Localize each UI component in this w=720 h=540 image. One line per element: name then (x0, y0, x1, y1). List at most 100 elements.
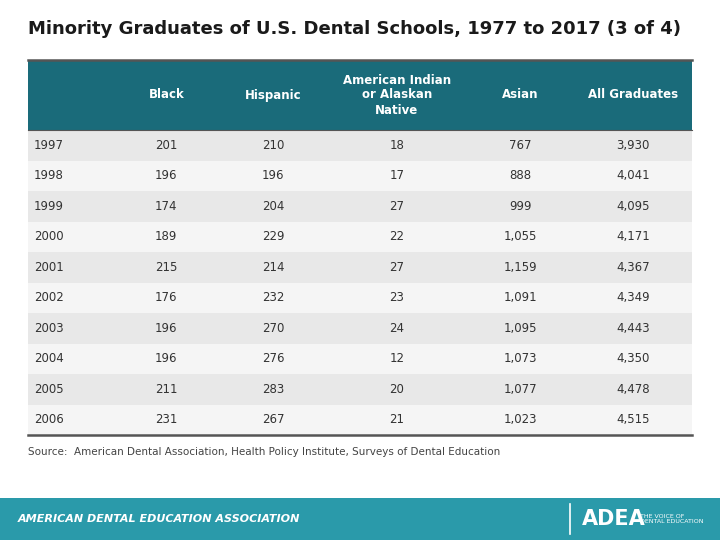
Text: 196: 196 (262, 169, 284, 183)
Text: 3,930: 3,930 (616, 139, 649, 152)
Text: 4,367: 4,367 (616, 261, 649, 274)
Text: 2005: 2005 (34, 383, 63, 396)
Bar (113, 282, 220, 313)
Text: 231: 231 (155, 413, 178, 426)
Bar (467, 282, 574, 313)
Bar (220, 191, 327, 221)
Text: 2004: 2004 (34, 352, 64, 365)
Text: 196: 196 (155, 322, 178, 335)
Text: 4,041: 4,041 (616, 169, 649, 183)
Bar (467, 130, 574, 160)
Bar (327, 282, 467, 313)
Bar (220, 160, 327, 191)
Text: 1999: 1999 (34, 200, 64, 213)
Text: 4,350: 4,350 (616, 352, 649, 365)
Text: American Indian
or Alaskan
Native: American Indian or Alaskan Native (343, 73, 451, 117)
Bar (574, 160, 692, 191)
Text: 21: 21 (390, 413, 405, 426)
Bar (574, 191, 692, 221)
Text: THE VOICE OF
DENTAL EDUCATION: THE VOICE OF DENTAL EDUCATION (640, 514, 703, 524)
Text: 1,023: 1,023 (504, 413, 537, 426)
Text: 888: 888 (510, 169, 531, 183)
Bar (220, 404, 327, 435)
Text: 18: 18 (390, 139, 405, 152)
Bar (113, 130, 220, 160)
Bar (574, 221, 692, 252)
Bar (0, 498, 720, 540)
Bar (327, 221, 467, 252)
Bar (28, 160, 113, 191)
Bar (113, 313, 220, 343)
Bar (113, 343, 220, 374)
Text: 1997: 1997 (34, 139, 64, 152)
Text: 24: 24 (390, 322, 405, 335)
Text: 4,349: 4,349 (616, 291, 649, 304)
Bar (327, 160, 467, 191)
Text: 214: 214 (262, 261, 284, 274)
Bar (28, 130, 113, 160)
Bar (113, 374, 220, 404)
Bar (327, 313, 467, 343)
Bar (327, 343, 467, 374)
Bar (467, 404, 574, 435)
Bar (574, 282, 692, 313)
Text: 174: 174 (155, 200, 178, 213)
Text: 201: 201 (155, 139, 178, 152)
Bar (220, 374, 327, 404)
Text: 2001: 2001 (34, 261, 64, 274)
Text: 210: 210 (262, 139, 284, 152)
Bar (574, 404, 692, 435)
Bar (574, 252, 692, 282)
Bar (467, 252, 574, 282)
Text: 17: 17 (390, 169, 405, 183)
Text: 1,095: 1,095 (504, 322, 537, 335)
Text: 1,077: 1,077 (504, 383, 537, 396)
Bar (220, 313, 327, 343)
Bar (113, 221, 220, 252)
Bar (28, 282, 113, 313)
Text: 2002: 2002 (34, 291, 64, 304)
Text: 27: 27 (390, 261, 405, 274)
Bar (574, 313, 692, 343)
Bar (467, 160, 574, 191)
Bar (113, 60, 220, 130)
Text: 204: 204 (262, 200, 284, 213)
Bar (574, 343, 692, 374)
Text: 4,095: 4,095 (616, 200, 649, 213)
Text: 12: 12 (390, 352, 405, 365)
Text: 229: 229 (262, 230, 284, 243)
Text: Source:  American Dental Association, Health Policy Institute, Surveys of Dental: Source: American Dental Association, Hea… (28, 447, 500, 457)
Bar (327, 374, 467, 404)
Bar (113, 191, 220, 221)
Text: 999: 999 (509, 200, 531, 213)
Text: 22: 22 (390, 230, 405, 243)
Bar (574, 60, 692, 130)
Bar (28, 60, 113, 130)
Text: 1,055: 1,055 (504, 230, 537, 243)
Bar (28, 343, 113, 374)
Text: ADEA: ADEA (582, 509, 646, 529)
Bar (113, 160, 220, 191)
Text: 196: 196 (155, 352, 178, 365)
Text: 767: 767 (509, 139, 531, 152)
Text: Minority Graduates of U.S. Dental Schools, 1977 to 2017 (3 of 4): Minority Graduates of U.S. Dental School… (28, 20, 681, 38)
Text: 196: 196 (155, 169, 178, 183)
Bar (327, 404, 467, 435)
Bar (327, 130, 467, 160)
Text: 232: 232 (262, 291, 284, 304)
Text: 2000: 2000 (34, 230, 63, 243)
Text: 270: 270 (262, 322, 284, 335)
Bar (467, 221, 574, 252)
Text: 4,515: 4,515 (616, 413, 649, 426)
Bar (467, 191, 574, 221)
Bar (28, 404, 113, 435)
Bar (28, 191, 113, 221)
Text: 2006: 2006 (34, 413, 64, 426)
Text: 27: 27 (390, 200, 405, 213)
Text: Hispanic: Hispanic (245, 89, 302, 102)
Bar (327, 191, 467, 221)
Text: Asian: Asian (503, 89, 539, 102)
Bar (113, 252, 220, 282)
Text: Black: Black (148, 89, 184, 102)
Bar (327, 60, 467, 130)
